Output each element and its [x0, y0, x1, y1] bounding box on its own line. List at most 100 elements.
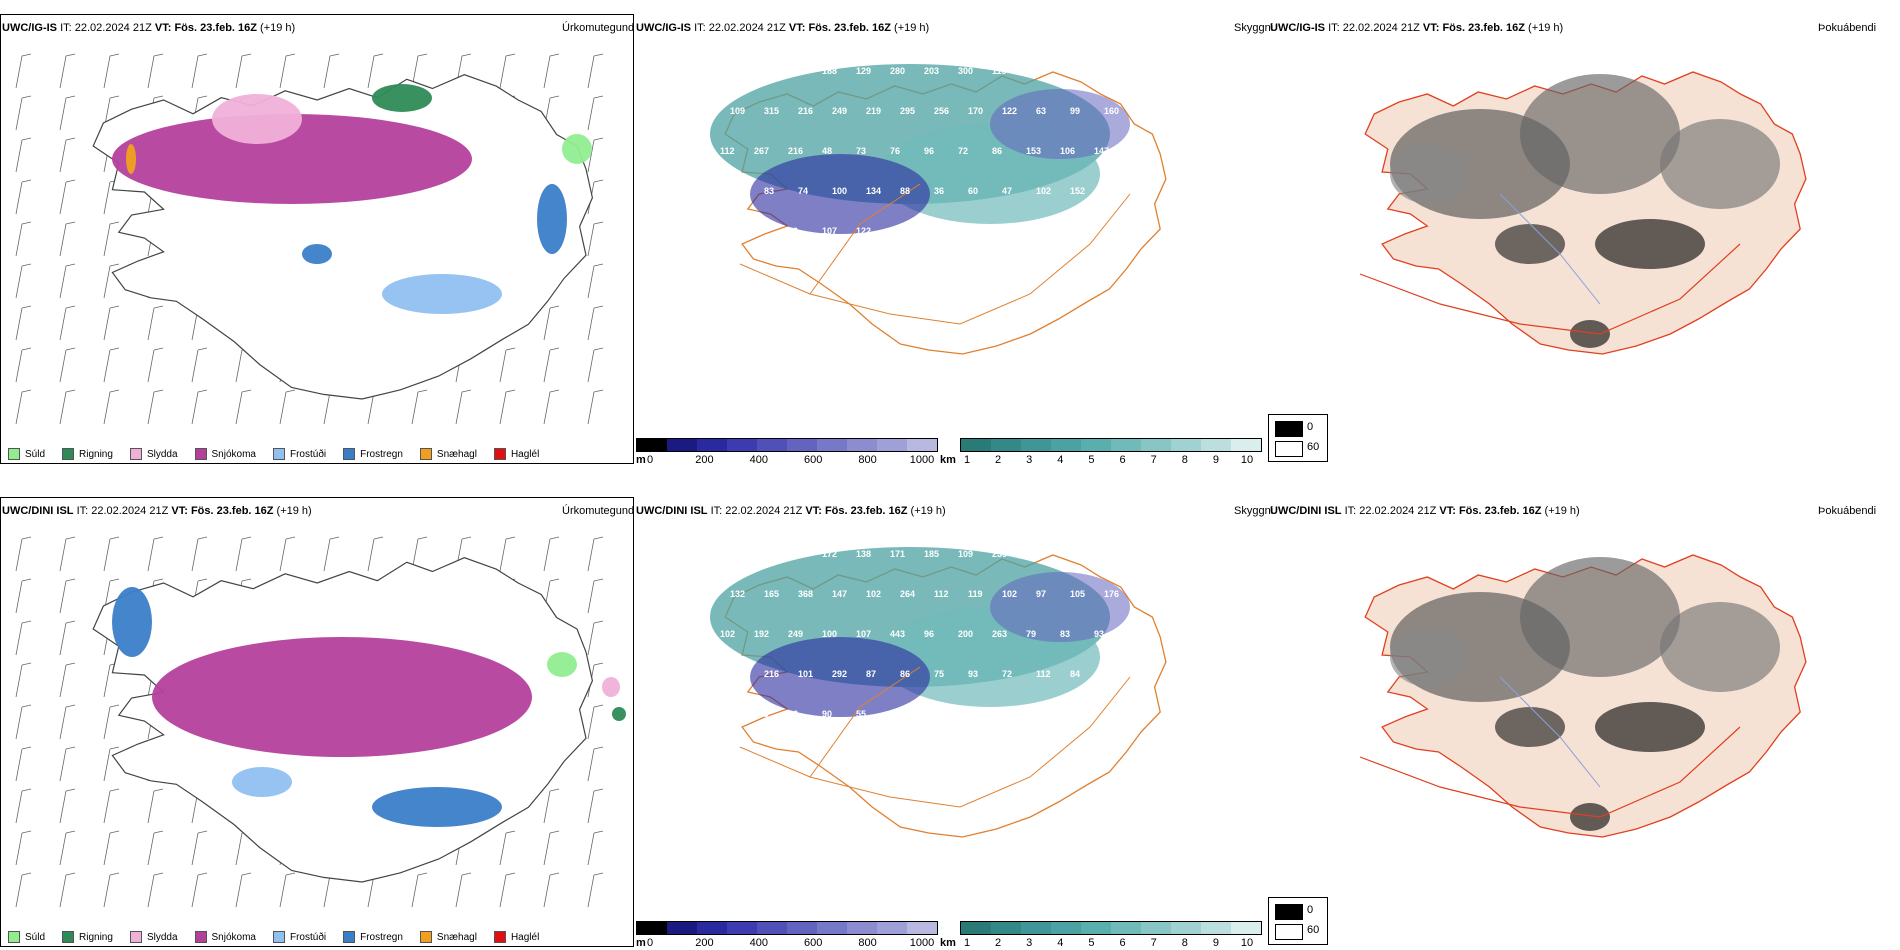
precip-type-panel: [0, 14, 634, 464]
wind-barb: [587, 578, 604, 614]
road-line: [1359, 243, 1741, 335]
wind-barb: [191, 53, 208, 89]
colorbar-tick: 6: [1119, 454, 1126, 466]
colorbar-segment: [907, 922, 937, 934]
legend-label: Snjókoma: [211, 448, 256, 460]
issue-time: 22.02.2024 21Z: [725, 505, 803, 517]
cloud-base-value: 36: [934, 186, 944, 196]
issue-time-label: IT:: [60, 22, 72, 34]
colorbar-segment: [1021, 439, 1051, 451]
wind-barb: [455, 872, 472, 908]
cloud-base-value: 102: [1002, 589, 1017, 599]
legend-label: Frostregn: [360, 448, 403, 460]
precip-area: [232, 767, 292, 797]
cloud-base-value: 100: [832, 186, 847, 196]
cloud-base-value: 107: [822, 226, 837, 236]
cloud-base-value: 292: [832, 669, 847, 679]
legend-label: Slydda: [146, 931, 178, 943]
panel-header: UWC/IG-IS IT: 22.02.2024 21Z VT: Fös. 23…: [636, 22, 929, 34]
fog-area: [1520, 557, 1680, 677]
colorbar-segment: [1081, 439, 1111, 451]
wind-barb: [587, 305, 604, 341]
colorbar-segment: [961, 922, 991, 934]
wind-barb: [103, 704, 120, 740]
wind-barb: [323, 53, 340, 89]
wind-barb: [59, 662, 76, 698]
colorbar-segment: [817, 922, 847, 934]
cloud-base-value: 112: [720, 146, 735, 156]
cloud-base-value: 74: [798, 186, 808, 196]
wind-barb: [279, 53, 296, 89]
cloud-base-value: 133: [720, 226, 735, 236]
legend-swatch: [8, 931, 20, 943]
fog-area: [1570, 320, 1610, 348]
colorbar-segment: [727, 439, 757, 451]
colorbar-tick: 2: [995, 454, 1002, 466]
visibility-unit: km: [940, 937, 956, 949]
colorbar-tick: 400: [749, 454, 768, 466]
cloud-base-area: [990, 572, 1130, 642]
cloud-base-value: 172: [822, 549, 837, 559]
issue-time: 22.02.2024 21Z: [1359, 505, 1437, 517]
cloud-base-map: 105 171 327 188 129 280 203 300 119 211 147 145 109 3…: [710, 64, 1167, 355]
colorbar-segment: [877, 922, 907, 934]
cloud-base-value: 119: [968, 589, 983, 599]
legend-swatch: [129, 448, 142, 460]
colorbar-tick: 5: [1088, 454, 1095, 466]
issue-time-label: IT:: [76, 505, 89, 517]
colorbar-tick: 0: [646, 937, 654, 949]
wind-barb: [15, 95, 32, 131]
wind-barb: [279, 389, 296, 425]
cloud-base-value: 147: [832, 589, 847, 599]
precip-legend-item: Frostúði: [272, 448, 326, 460]
panel-header: UWC/DINI ISL IT: 22.02.2024 21Z VT: Fös.…: [2, 505, 312, 517]
colorbar-segment: [1231, 439, 1261, 451]
legend-swatch: [419, 448, 432, 460]
cloud-base-value: 216: [798, 106, 813, 116]
cloud-base-value: 63: [1036, 106, 1046, 116]
wind-barb: [59, 788, 76, 824]
wind-barb: [15, 746, 32, 782]
fog-legend-swatch: [1275, 441, 1303, 457]
colorbar-tick: 6: [1119, 937, 1126, 949]
wind-barb: [455, 389, 472, 425]
precip-legend-item: Slydda: [129, 931, 178, 943]
colorbar-tick: 200: [695, 937, 714, 949]
legend-swatch: [8, 448, 20, 460]
wind-barb: [235, 53, 252, 89]
precip-area: [212, 94, 302, 144]
colorbar-segment: [637, 439, 667, 451]
wind-barb: [15, 137, 32, 173]
colorbar-segment: [757, 439, 787, 451]
wind-barb: [543, 305, 560, 341]
cloud-base-value: 66: [788, 709, 798, 719]
colorbar-segment: [727, 922, 757, 934]
cloud-base-map: 39 182 192 172 138 171 185 109 239 238 172 86 132 165…: [710, 547, 1167, 838]
precip-type-map: [15, 53, 604, 425]
legend-label: Slydda: [146, 448, 178, 460]
colorbar-segment: [1021, 922, 1051, 934]
cloud-base-value: 86: [1094, 549, 1104, 559]
wind-barb: [103, 746, 120, 782]
colorbar-segment: [1201, 439, 1231, 451]
wind-barb: [15, 872, 32, 908]
wind-barb: [103, 872, 120, 908]
cloud-base-value: 295: [900, 106, 915, 116]
cloud-base-value: 50: [788, 226, 798, 236]
wind-barb: [587, 53, 604, 89]
wind-barb: [543, 830, 560, 866]
wind-barb: [191, 872, 208, 908]
cloud-base-value: 188: [822, 66, 837, 76]
precip-legend-item: Frostregn: [343, 448, 403, 460]
colorbar-tick: 9: [1212, 937, 1219, 949]
colorbar-segment: [1141, 922, 1171, 934]
lead-time: (+19 h): [910, 505, 946, 517]
visibility-unit: km: [940, 454, 956, 466]
colorbar-tick: 600: [804, 454, 823, 466]
road-line: [1359, 726, 1741, 818]
precip-legend-item: Snæhagl: [419, 448, 477, 460]
legend-label: Haglél: [510, 931, 540, 943]
wind-barb: [543, 536, 560, 572]
wind-barb: [15, 305, 32, 341]
valid-time: Fös. 23.feb. 16Z: [1442, 22, 1525, 34]
